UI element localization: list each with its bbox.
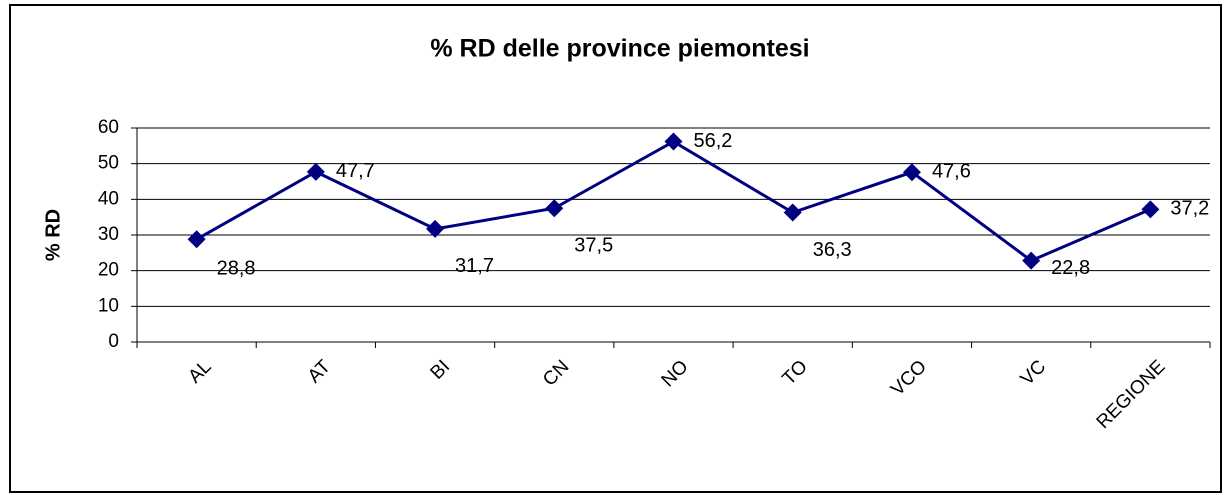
data-point — [783, 203, 802, 222]
data-label: 31,7 — [455, 255, 494, 277]
data-label: 36,3 — [813, 239, 852, 261]
data-label: 28,8 — [217, 258, 256, 280]
y-tick-label: 20 — [98, 260, 119, 281]
data-point — [187, 230, 206, 249]
y-tick-label: 30 — [98, 224, 119, 245]
y-tick-label: 10 — [98, 295, 119, 316]
data-label: 37,2 — [1170, 198, 1209, 220]
data-label: 22,8 — [1051, 257, 1090, 279]
chart-frame — [9, 4, 1222, 493]
data-label: 47,6 — [932, 161, 971, 183]
y-tick-label: 50 — [98, 153, 119, 174]
y-axis-label: % RD — [42, 209, 64, 261]
data-label: 56,2 — [694, 130, 733, 152]
data-point — [545, 199, 564, 218]
y-tick-label: 0 — [108, 331, 119, 352]
data-point — [1022, 251, 1041, 270]
data-point — [1141, 200, 1160, 219]
data-label: 47,7 — [336, 160, 375, 182]
y-tick-label: 60 — [98, 117, 119, 138]
data-point — [426, 219, 445, 238]
data-label: 37,5 — [574, 235, 613, 257]
chart-title: % RD delle province piemontesi — [430, 35, 809, 63]
data-point — [664, 132, 683, 151]
data-point — [306, 162, 325, 181]
y-tick-label: 40 — [98, 188, 119, 209]
data-point — [902, 163, 921, 182]
